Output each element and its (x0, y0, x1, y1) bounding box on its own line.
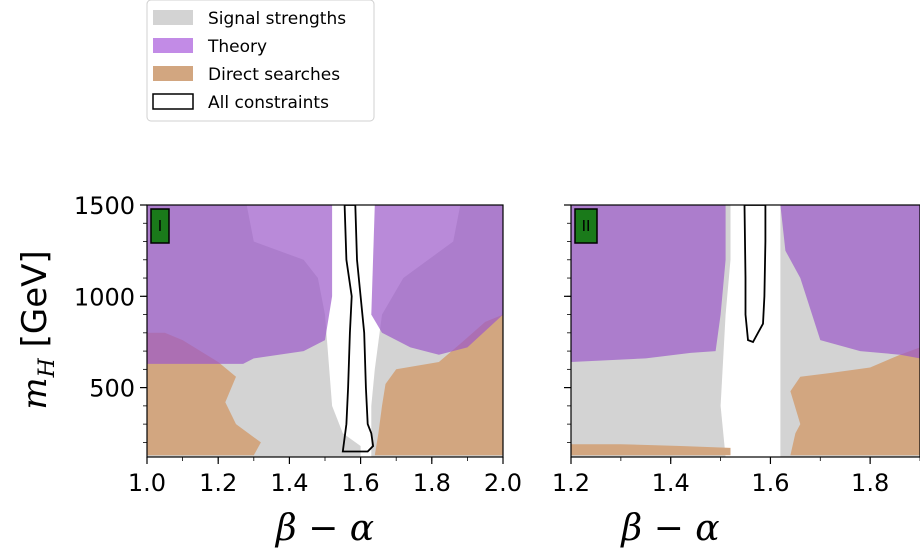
x-axis-label: β − α (619, 508, 719, 548)
legend-frame (146, 0, 375, 122)
panel-badge (150, 208, 170, 244)
theory-region (571, 205, 726, 362)
legend-label: Signal strengths (208, 9, 346, 29)
direct-searches-region (374, 314, 503, 456)
x-axis-label: β − α (274, 508, 374, 548)
legend-swatch (153, 66, 193, 81)
y-tick-label: 500 (89, 375, 135, 403)
y-tick-label: 1500 (74, 192, 135, 220)
direct-searches-region (790, 347, 920, 456)
legend-swatch (153, 10, 193, 25)
legend-label: Theory (207, 37, 267, 57)
panel-badge-label: II (582, 217, 591, 235)
panel-badge (574, 208, 598, 244)
legend-label: All constraints (208, 93, 329, 113)
all-constraints-contour (341, 205, 375, 453)
x-tick-label: 2.0 (484, 469, 522, 497)
panel-2: 1.2 1.4 1.6 1.8 β − α II (552, 204, 920, 548)
x-tick-label: 1.4 (270, 469, 308, 497)
legend-swatch (152, 93, 194, 110)
legend: Signal strengths Theory Direct searches All… (146, 0, 375, 122)
x-tick-label: 1.6 (751, 469, 789, 497)
x-tick-label: 1.6 (342, 469, 380, 497)
y-tick-label: 1000 (74, 283, 135, 311)
theory-region (147, 205, 333, 364)
x-tick-label: 1.2 (199, 469, 237, 497)
theory-region (780, 205, 920, 359)
theory-region (371, 205, 503, 355)
legend-label: Direct searches (208, 65, 340, 85)
x-tick-label: 1.8 (851, 469, 889, 497)
axes-frame (570, 204, 920, 458)
panel-badge-label: I (158, 217, 162, 235)
x-tick-label: 1.0 (128, 469, 166, 497)
direct-searches-region (571, 444, 731, 456)
x-tick-label: 1.2 (552, 469, 590, 497)
x-tick-label: 1.4 (652, 469, 690, 497)
legend-swatch (153, 38, 193, 53)
y-axis-label: mH [GeV] (15, 250, 60, 409)
x-tick-label: 1.8 (413, 469, 451, 497)
all-constraints-contour (743, 205, 767, 344)
panel-1: 1.0 1.2 1.4 1.6 1.8 2.0 500 1000 1500 β − α I (74, 192, 522, 548)
